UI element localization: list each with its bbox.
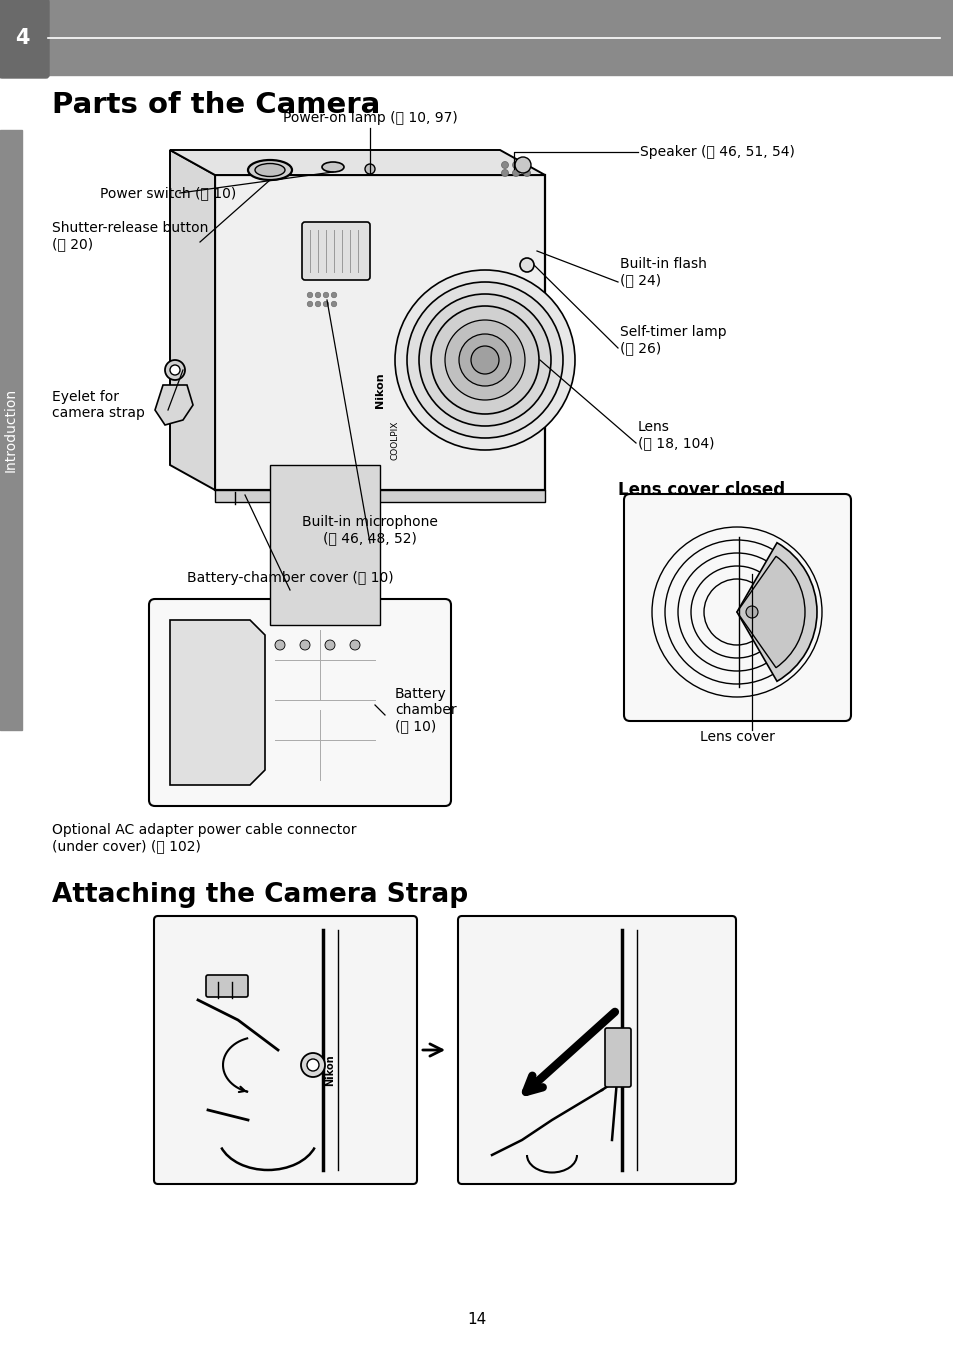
Ellipse shape	[248, 160, 292, 180]
Circle shape	[431, 307, 538, 414]
Circle shape	[307, 1059, 318, 1071]
Bar	[0, 0, 953, 75]
Circle shape	[165, 360, 185, 381]
Text: Battery-chamber cover (Ⓢ 10): Battery-chamber cover (Ⓢ 10)	[187, 572, 393, 585]
Circle shape	[331, 292, 336, 297]
Circle shape	[515, 157, 531, 174]
Text: COOLPIX: COOLPIX	[390, 420, 399, 460]
FancyBboxPatch shape	[302, 222, 370, 280]
Text: Introduction: Introduction	[4, 387, 18, 472]
Text: Lens cover closed: Lens cover closed	[618, 482, 784, 499]
Circle shape	[274, 640, 285, 650]
Text: Lens cover: Lens cover	[699, 730, 774, 744]
Text: Shutter-release button
(Ⓢ 20): Shutter-release button (Ⓢ 20)	[52, 221, 208, 252]
Circle shape	[519, 258, 534, 272]
Circle shape	[512, 161, 519, 168]
Bar	[214, 490, 544, 502]
Text: Attaching the Camera Strap: Attaching the Camera Strap	[52, 882, 468, 908]
FancyBboxPatch shape	[149, 599, 451, 806]
Text: Nikon: Nikon	[325, 1054, 335, 1085]
FancyBboxPatch shape	[623, 494, 850, 721]
Ellipse shape	[322, 161, 344, 172]
Circle shape	[314, 301, 320, 307]
Bar	[270, 465, 379, 625]
Text: Eyelet for
camera strap: Eyelet for camera strap	[52, 390, 145, 420]
FancyBboxPatch shape	[206, 975, 248, 997]
Circle shape	[407, 282, 562, 438]
Polygon shape	[154, 385, 193, 425]
Circle shape	[323, 301, 329, 307]
Text: Power-on lamp (Ⓢ 10, 97): Power-on lamp (Ⓢ 10, 97)	[282, 112, 456, 125]
FancyBboxPatch shape	[153, 916, 416, 1184]
FancyBboxPatch shape	[0, 0, 49, 78]
FancyBboxPatch shape	[604, 1028, 630, 1087]
Text: Self-timer lamp
(Ⓢ 26): Self-timer lamp (Ⓢ 26)	[619, 325, 726, 355]
Bar	[0, 130, 22, 730]
Wedge shape	[737, 557, 804, 667]
Text: Speaker (Ⓢ 46, 51, 54): Speaker (Ⓢ 46, 51, 54)	[639, 145, 794, 159]
Circle shape	[523, 169, 530, 176]
Text: Parts of the Camera: Parts of the Camera	[52, 91, 380, 118]
Circle shape	[523, 161, 530, 168]
Circle shape	[307, 301, 313, 307]
Circle shape	[299, 640, 310, 650]
Polygon shape	[170, 151, 214, 490]
Text: Lens
(Ⓢ 18, 104): Lens (Ⓢ 18, 104)	[638, 420, 714, 451]
Text: Power switch (Ⓢ 10): Power switch (Ⓢ 10)	[100, 186, 236, 200]
Circle shape	[350, 640, 359, 650]
Circle shape	[512, 169, 519, 176]
Circle shape	[365, 164, 375, 174]
Bar	[214, 175, 544, 490]
Circle shape	[418, 295, 551, 426]
Circle shape	[501, 161, 508, 168]
Circle shape	[301, 1053, 325, 1077]
Circle shape	[323, 292, 329, 297]
Circle shape	[170, 364, 180, 375]
Circle shape	[325, 640, 335, 650]
Text: Built-in flash
(Ⓢ 24): Built-in flash (Ⓢ 24)	[619, 257, 706, 286]
FancyBboxPatch shape	[457, 916, 735, 1184]
Circle shape	[444, 320, 524, 399]
Circle shape	[314, 292, 320, 297]
Wedge shape	[737, 543, 816, 682]
Circle shape	[307, 292, 313, 297]
Text: 14: 14	[467, 1313, 486, 1328]
Ellipse shape	[254, 164, 285, 176]
Circle shape	[458, 334, 511, 386]
Circle shape	[501, 169, 508, 176]
Circle shape	[745, 607, 758, 617]
Circle shape	[331, 301, 336, 307]
Polygon shape	[170, 151, 544, 175]
Circle shape	[471, 346, 498, 374]
Text: Optional AC adapter power cable connector
(under cover) (Ⓢ 102): Optional AC adapter power cable connecto…	[52, 823, 356, 853]
Text: Battery
chamber
(Ⓢ 10): Battery chamber (Ⓢ 10)	[395, 687, 456, 733]
Text: Built-in microphone
(Ⓢ 46, 48, 52): Built-in microphone (Ⓢ 46, 48, 52)	[302, 515, 437, 545]
Text: 4: 4	[14, 27, 30, 47]
Polygon shape	[170, 620, 265, 785]
Circle shape	[395, 270, 575, 451]
Text: Nikon: Nikon	[375, 373, 385, 408]
